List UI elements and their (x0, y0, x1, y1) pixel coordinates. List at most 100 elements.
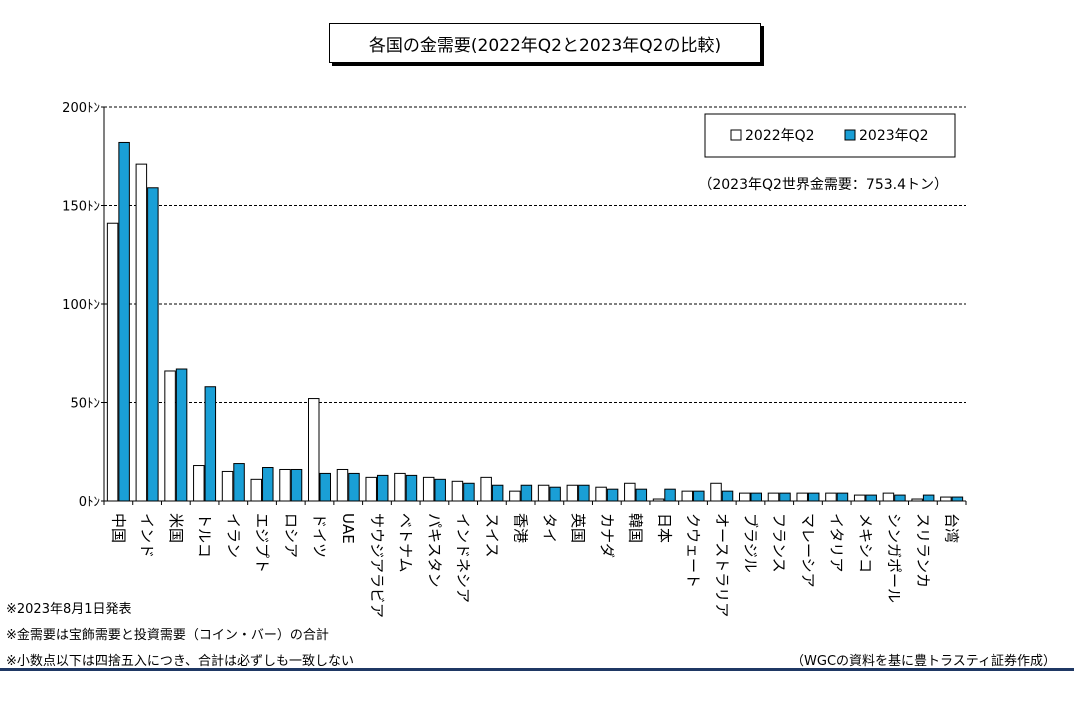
bar-2022 (394, 472, 406, 502)
bar-2022 (365, 476, 377, 502)
y-tick-label: 200ﾄﾝ (62, 101, 100, 116)
bar-2022 (106, 222, 119, 502)
chart-title: 各国の金需要(2022年Q2と2023年Q2の比較) (329, 23, 761, 63)
x-tick-label: インドネシア (454, 513, 472, 603)
note-definition: ※金需要は宝飾需要と投資需要（コイン・バー）の合計 (6, 628, 329, 643)
bar-2023 (175, 368, 188, 502)
bar-2022 (451, 480, 464, 502)
bar-2023 (951, 496, 964, 502)
x-tick-label: ブラジル (742, 513, 760, 573)
x-tick-label: メキシコ (856, 513, 874, 573)
bar-2022 (480, 476, 492, 502)
bar-2022 (767, 492, 780, 502)
bar-2023 (549, 486, 561, 502)
bar-2022 (710, 482, 722, 502)
bar-2023 (463, 482, 475, 502)
x-tick-label: タイ (540, 513, 558, 543)
y-tick-label: 0ﾄﾝ (79, 495, 100, 510)
x-tick-label: オーストラリア (713, 513, 731, 617)
bar-2023 (233, 463, 245, 502)
x-tick-label: 韓国 (627, 513, 645, 543)
bar-2023 (664, 488, 676, 502)
bar-2022 (882, 492, 895, 502)
x-tick-label: クウェート (684, 513, 702, 588)
x-tick-label: 香港 (512, 513, 530, 543)
legend-swatch-2023 (844, 129, 856, 141)
legend-box (704, 113, 956, 158)
x-tick-label: インド (138, 513, 156, 558)
bar-2023 (118, 141, 130, 502)
bar-2023 (635, 488, 648, 502)
bar-2023 (520, 484, 533, 502)
bar-2022 (250, 478, 263, 502)
bar-2023 (807, 492, 820, 502)
note-rounding: ※小数点以下は四捨五入につき、合計は必ずしも一致しない (6, 654, 354, 669)
x-tick-label: ベトナム (397, 513, 415, 573)
bar-2023 (405, 474, 418, 502)
x-tick-label: UAE (339, 513, 357, 544)
y-tick-label: 150ﾄﾝ (62, 200, 100, 215)
bar-2023 (836, 492, 849, 502)
x-tick-label: 日本 (655, 513, 673, 543)
bar-2022 (739, 492, 751, 502)
bar-2022 (566, 484, 579, 502)
x-tick-label: イラン (224, 513, 242, 558)
bar-2023 (779, 492, 791, 502)
x-tick-label: ロシア (282, 513, 300, 558)
x-tick-label: シンガポール (885, 513, 903, 603)
x-tick-label: マレーシア (799, 513, 817, 588)
bar-2023 (721, 490, 734, 502)
bar-2023 (147, 187, 159, 502)
bar-2023 (434, 478, 446, 502)
bar-2023 (290, 468, 303, 502)
y-axis-ticks: 0ﾄﾝ 50ﾄﾝ 100ﾄﾝ 150ﾄﾝ 200ﾄﾝ (62, 101, 100, 510)
x-tick-label: 英国 (569, 513, 587, 543)
bar-2022 (595, 486, 607, 502)
bars (106, 141, 964, 502)
bar-2023 (693, 490, 705, 502)
bar-2022 (422, 476, 435, 502)
x-tick-label: イタリア (828, 513, 846, 572)
y-tick-label: 50ﾄﾝ (70, 397, 100, 412)
x-tick-label: 中国 (109, 513, 127, 543)
y-tick-label: 100ﾄﾝ (62, 298, 100, 313)
bar-2023 (262, 467, 274, 502)
bar-2022 (537, 484, 550, 502)
x-tick-label: フランス (770, 513, 788, 573)
axes (101, 106, 967, 505)
bar-2022 (681, 490, 694, 502)
bar-2023 (922, 494, 935, 502)
bar-2022 (825, 492, 837, 502)
bar-2022 (135, 163, 148, 502)
bar-2023 (606, 488, 619, 502)
bar-2023 (491, 484, 504, 502)
x-tick-label: 米国 (167, 513, 185, 543)
bar-2023 (578, 484, 590, 502)
bar-2022 (336, 468, 349, 502)
bar-2022 (624, 482, 636, 502)
x-tick-label: スリランカ (914, 513, 932, 588)
bar-2022 (221, 470, 234, 502)
world-demand-annotation: （2023年Q2世界金需要：753.4トン） (698, 177, 948, 193)
bar-2023 (348, 472, 360, 502)
bar-2022 (509, 490, 521, 502)
x-axis-labels: 中国 インド 米国 トルコ イラン エジプト ロシア ドイツ UAE サウジアラビア ベトナム パキス… (109, 513, 960, 618)
bar-2022 (279, 468, 291, 502)
bar-2022 (796, 492, 808, 502)
bar-2023 (750, 492, 762, 502)
x-tick-label: スイス (483, 513, 501, 558)
x-tick-label: ドイツ (311, 513, 329, 558)
bar-2023 (204, 386, 217, 502)
bar-2023 (319, 472, 331, 502)
x-tick-label: パキスタン (425, 513, 443, 588)
source-credit: （WGCの資料を基に豊トラスティ証券作成） (791, 654, 1056, 669)
bar-2023 (894, 494, 906, 502)
legend-label-2023: 2023年Q2 (859, 128, 929, 144)
x-tick-label: カナダ (598, 513, 616, 558)
bar-2022 (193, 465, 205, 502)
footer-rule (0, 668, 1074, 671)
legend-swatch-2022 (730, 129, 742, 141)
legend-label-2022: 2022年Q2 (745, 128, 815, 144)
x-tick-label: エジプト (253, 513, 271, 573)
